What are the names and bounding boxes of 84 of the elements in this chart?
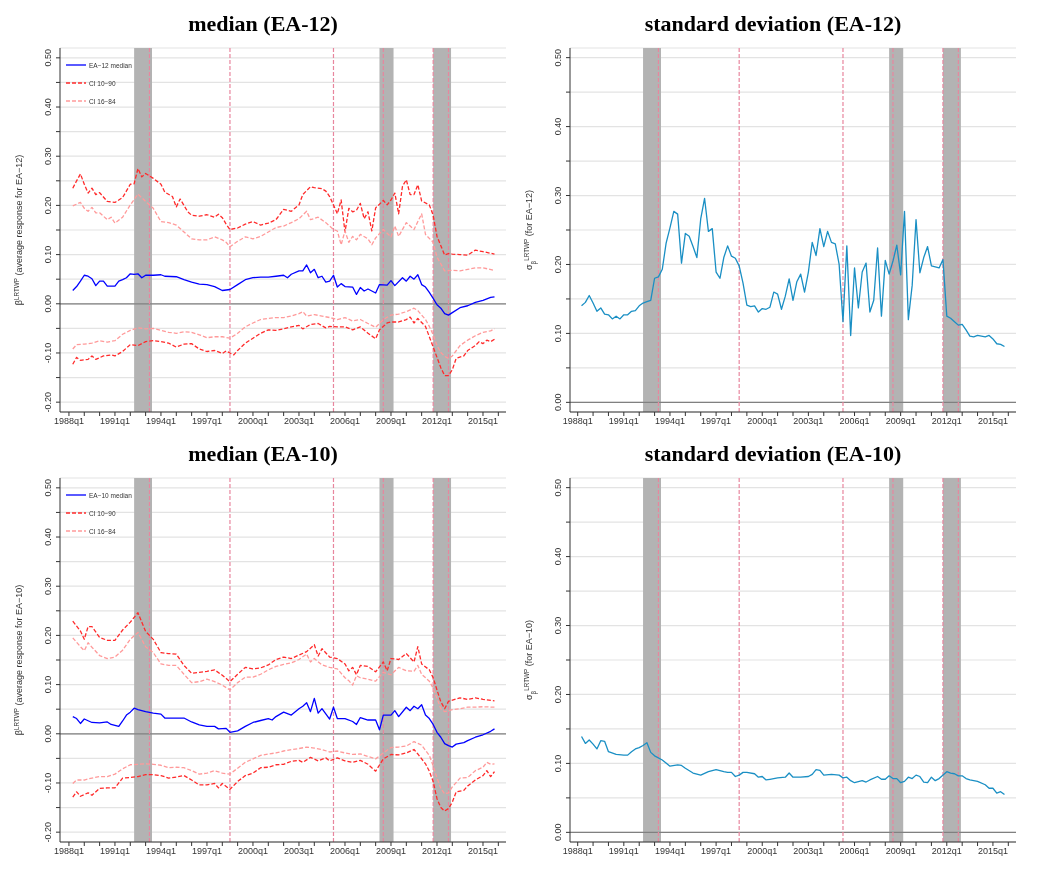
x-tick-label: 1988q1 — [53, 846, 84, 857]
x-tick-label: 1997q1 — [701, 846, 732, 857]
x-tick-label: 2015q1 — [467, 846, 499, 857]
y-tick-label: 0.10 — [553, 324, 563, 343]
x-tick-label: 1988q1 — [562, 416, 593, 427]
y-tick-label: 0.40 — [43, 98, 53, 116]
line-series — [72, 307, 496, 360]
x-tick-label: 2009q1 — [885, 846, 916, 857]
x-tick-label: 1994q1 — [654, 416, 685, 427]
x-tick-label: 2015q1 — [467, 416, 499, 427]
x-tick-label: 1997q1 — [701, 416, 732, 427]
x-tick-label: 2000q1 — [747, 846, 778, 857]
x-tick-label: 1994q1 — [145, 416, 176, 427]
y-tick-label: 0.30 — [553, 616, 563, 635]
y-tick-label: 0.50 — [43, 49, 53, 67]
y-tick-label: 0.50 — [553, 48, 563, 67]
x-tick-label: 2012q1 — [421, 416, 453, 427]
line-series — [580, 197, 1006, 348]
x-tick-label: 2015q1 — [977, 846, 1008, 857]
x-tick-label: 2003q1 — [283, 416, 314, 427]
y-tick-label: 0.20 — [43, 196, 53, 215]
x-tick-label: 1988q1 — [562, 846, 593, 857]
line-series — [72, 612, 496, 710]
x-tick-label: 1991q1 — [608, 416, 639, 427]
line-series — [72, 167, 496, 256]
x-tick-label: 1994q1 — [654, 846, 685, 857]
x-tick-label: 2003q1 — [793, 416, 824, 427]
x-tick-label: 1994q1 — [145, 846, 176, 857]
line-series — [72, 264, 496, 316]
y-tick-label: 0.40 — [553, 117, 563, 136]
y-tick-label: 0.00 — [553, 823, 563, 842]
x-tick-label: 1997q1 — [191, 846, 222, 857]
x-tick-label: 2012q1 — [421, 846, 453, 857]
y-tick-label: 0.20 — [43, 626, 53, 645]
y-tick-label: 0.30 — [43, 577, 53, 595]
y-tick-label: 0.00 — [43, 725, 53, 743]
line-series — [72, 697, 496, 748]
x-tick-label: 2006q1 — [329, 416, 360, 427]
line-series — [72, 741, 496, 795]
x-tick-label: 1991q1 — [608, 846, 639, 857]
y-tick-label: 0.50 — [553, 478, 563, 497]
x-tick-label: 2000q1 — [747, 416, 778, 427]
x-tick-label: 2000q1 — [237, 416, 268, 427]
line-series — [580, 735, 1006, 796]
line-series — [72, 748, 496, 812]
chart-title: median (EA-12) — [187, 10, 339, 38]
x-tick-label: 2009q1 — [375, 846, 407, 857]
x-tick-label: 1997q1 — [191, 416, 222, 427]
y-tick-label: 0.40 — [43, 528, 53, 546]
y-tick-label: -0.20 — [43, 821, 53, 843]
y-tick-label: 0.20 — [553, 685, 563, 704]
chart-title: standard deviation (EA-12) — [643, 10, 903, 38]
x-tick-label: 2000q1 — [237, 846, 268, 857]
x-tick-label: 2006q1 — [329, 846, 360, 857]
y-tick-label: 0.30 — [43, 147, 53, 165]
line-series — [72, 316, 496, 377]
x-tick-label: 2006q1 — [839, 846, 870, 857]
x-tick-label: 2015q1 — [977, 416, 1008, 427]
y-tick-label: 0.10 — [43, 245, 53, 264]
x-tick-label: 2012q1 — [931, 846, 962, 857]
y-tick-label: 0.10 — [553, 754, 563, 773]
y-tick-label: -0.10 — [43, 342, 53, 364]
x-tick-label: 1991q1 — [99, 846, 130, 857]
y-tick-label: 0.40 — [553, 547, 563, 566]
y-tick-label: 0.00 — [553, 393, 563, 412]
x-tick-label: 2012q1 — [931, 416, 962, 427]
x-tick-label: 2009q1 — [885, 416, 916, 427]
chart-title: standard deviation (EA-10) — [643, 440, 903, 468]
y-tick-label: 0.50 — [43, 479, 53, 497]
y-tick-label: 0.10 — [43, 675, 53, 694]
line-series — [72, 193, 496, 272]
chart-title: median (EA-10) — [187, 440, 339, 468]
y-tick-label: 0.30 — [553, 186, 563, 205]
y-tick-label: -0.10 — [43, 772, 53, 794]
x-tick-label: 2009q1 — [375, 416, 407, 427]
x-tick-label: 2003q1 — [793, 846, 824, 857]
y-tick-label: -0.20 — [43, 391, 53, 413]
x-tick-label: 2006q1 — [839, 416, 870, 427]
x-tick-label: 1991q1 — [99, 416, 130, 427]
y-tick-label: 0.20 — [553, 255, 563, 274]
x-tick-label: 2003q1 — [283, 846, 314, 857]
line-series — [72, 631, 496, 713]
x-tick-label: 1988q1 — [53, 416, 84, 427]
y-tick-label: 0.00 — [43, 295, 53, 313]
